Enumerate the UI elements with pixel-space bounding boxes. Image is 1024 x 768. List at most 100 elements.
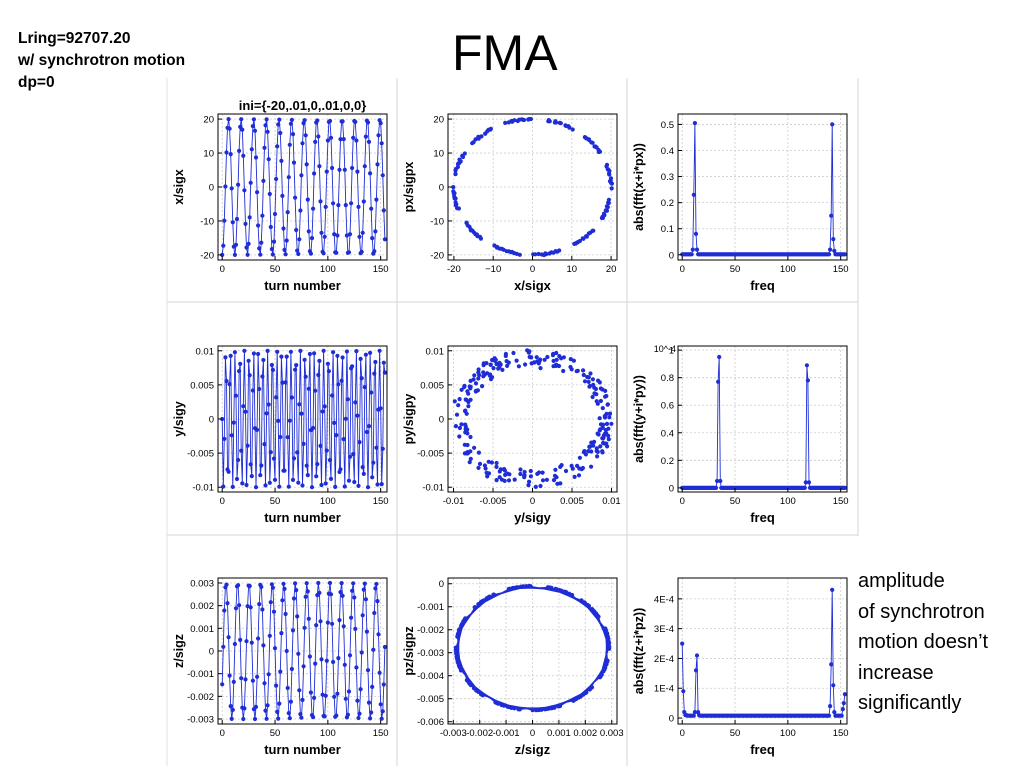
x-vs-turn-point-116 xyxy=(342,167,347,172)
x-vs-turn-point-58 xyxy=(281,226,286,231)
y-vs-turn-point-29 xyxy=(250,388,255,393)
py-vs-y-point-168 xyxy=(532,360,537,365)
px-vs-x-point-78 xyxy=(452,196,457,201)
y-vs-turn-point-52 xyxy=(275,349,280,354)
y-vs-turn-point-137 xyxy=(364,429,369,435)
py-vs-y-ytick-label-0: -0.01 xyxy=(422,483,444,494)
caption-line-2: of synchrotron xyxy=(858,600,985,623)
x-vs-turn-point-111 xyxy=(337,167,342,172)
z-vs-turn-point-5 xyxy=(225,601,230,606)
z-vs-turn-point-53 xyxy=(276,716,281,721)
fft-z-ytick-label-3: 3E-4 xyxy=(654,624,674,635)
x-vs-turn-point-42 xyxy=(264,117,269,122)
z-vs-turn-point-65 xyxy=(288,699,293,704)
x-vs-turn-point-36 xyxy=(258,252,263,257)
y-vs-turn-point-140 xyxy=(368,350,373,355)
py-vs-y-point-236 xyxy=(468,449,473,454)
y-vs-turn-point-8 xyxy=(228,353,233,358)
py-vs-y-point-237 xyxy=(512,477,517,482)
y-vs-turn-ytick-label-0: -0.01 xyxy=(192,483,214,494)
x-vs-turn-point-3 xyxy=(223,184,228,189)
z-vs-turn-point-39 xyxy=(261,643,266,648)
py-vs-y-point-205 xyxy=(497,475,502,480)
pz-vs-z-xtick-label-1: -0.002 xyxy=(466,728,493,739)
y-vs-turn-point-142 xyxy=(370,475,375,480)
y-vs-turn-point-56 xyxy=(279,354,284,359)
fft-y-point-154 xyxy=(842,485,847,490)
y-vs-turn-point-61 xyxy=(284,354,289,359)
y-vs-turn-point-30 xyxy=(251,351,256,356)
py-vs-y-point-251 xyxy=(553,363,559,368)
py-vs-y-point-166 xyxy=(476,376,481,381)
py-vs-y-point-77 xyxy=(597,416,602,421)
pz-vs-z-point-68 xyxy=(501,703,506,708)
fft-z-xtick-label-0: 0 xyxy=(680,728,685,739)
y-vs-turn-point-27 xyxy=(248,462,253,467)
py-vs-y-point-253 xyxy=(581,450,586,455)
py-vs-y-point-137 xyxy=(590,377,595,382)
z-vs-turn-point-117 xyxy=(343,696,348,701)
fft-z-ytick-label-1: 1E-4 xyxy=(654,684,674,695)
fft-y-y-multiplier: 10^-4 xyxy=(654,344,676,354)
py-vs-y-point-238 xyxy=(490,357,495,363)
fft-z-point-154 xyxy=(842,692,847,697)
px-vs-x-point-29 xyxy=(460,153,465,158)
z-vs-turn-point-46 xyxy=(268,600,273,605)
x-vs-turn-point-39 xyxy=(261,178,266,183)
x-vs-turn-point-48 xyxy=(270,252,275,257)
y-vs-turn-point-35 xyxy=(257,386,262,392)
y-vs-turn-point-105 xyxy=(331,350,336,355)
z-vs-turn-point-149 xyxy=(377,670,382,675)
x-vs-turn-point-108 xyxy=(334,250,339,255)
y-vs-turn-point-129 xyxy=(356,483,361,488)
x-vs-turn-point-54 xyxy=(277,117,282,122)
px-vs-x-point-150 xyxy=(456,206,461,211)
py-vs-y-point-183 xyxy=(595,431,600,436)
px-vs-x-point-144 xyxy=(604,162,610,167)
fft-y-point-116 xyxy=(802,485,807,490)
x-vs-turn-point-151 xyxy=(379,141,384,146)
y-vs-turn-point-128 xyxy=(355,413,360,418)
x-vs-turn-point-61 xyxy=(284,238,289,243)
z-vs-turn-point-32 xyxy=(253,704,259,709)
fft-z-point-151 xyxy=(839,713,844,718)
pz-vs-z-point-108 xyxy=(605,631,610,636)
y-vs-turn-point-6 xyxy=(226,469,231,474)
px-vs-x-point-152 xyxy=(517,252,522,257)
py-vs-y-point-144 xyxy=(522,469,527,475)
x-vs-turn-point-25 xyxy=(246,241,251,246)
py-vs-y-point-7 xyxy=(494,478,499,483)
fft-y-ytick-label-1: 0.2 xyxy=(661,456,674,467)
fft-x-ytick-label-3: 0.3 xyxy=(661,172,674,183)
fft-y-xtick-label-2: 100 xyxy=(780,496,796,507)
y-vs-turn-point-86 xyxy=(311,425,316,431)
z-vs-turn-point-45 xyxy=(267,633,272,638)
x-vs-turn-point-112 xyxy=(338,137,343,142)
x-vs-turn-point-34 xyxy=(256,223,261,228)
x-vs-turn-point-28 xyxy=(249,147,254,152)
z-vs-turn-point-81 xyxy=(305,589,310,594)
y-vs-turn-point-123 xyxy=(350,364,355,369)
py-vs-y-point-122 xyxy=(571,358,576,363)
z-vs-turn-ytick-label-0: -0.003 xyxy=(187,715,214,726)
z-vs-turn-point-89 xyxy=(314,623,319,628)
y-vs-turn-point-149 xyxy=(377,348,382,353)
px-vs-x-point-59 xyxy=(601,211,607,216)
x-vs-turn-point-41 xyxy=(263,123,268,128)
chart-fft-y: 0 50 100 150 0 0.2 0.4 0.6 0.8 1 freq abs(fft(y+i*p… xyxy=(630,330,855,530)
py-vs-y-point-209 xyxy=(594,446,599,451)
fft-z-xtick-label-1: 50 xyxy=(730,728,741,739)
z-vs-turn-point-28 xyxy=(249,640,254,645)
z-vs-turn-ytick-label-1: -0.002 xyxy=(187,692,214,703)
z-vs-turn-point-129 xyxy=(356,715,361,721)
pz-vs-z-xlabel: z/sigz xyxy=(515,742,551,757)
y-vs-turn-point-141 xyxy=(369,390,374,395)
y-vs-turn-point-20 xyxy=(241,404,246,409)
x-vs-turn-point-57 xyxy=(280,193,285,198)
fft-x-point-141 xyxy=(829,213,834,218)
x-vs-turn-point-71 xyxy=(295,248,300,253)
fft-x-ytick-label-4: 0.4 xyxy=(661,146,674,157)
py-vs-y-point-164 xyxy=(538,483,543,489)
px-vs-x-point-110 xyxy=(553,119,558,124)
pz-vs-z-point-50 xyxy=(562,589,567,594)
